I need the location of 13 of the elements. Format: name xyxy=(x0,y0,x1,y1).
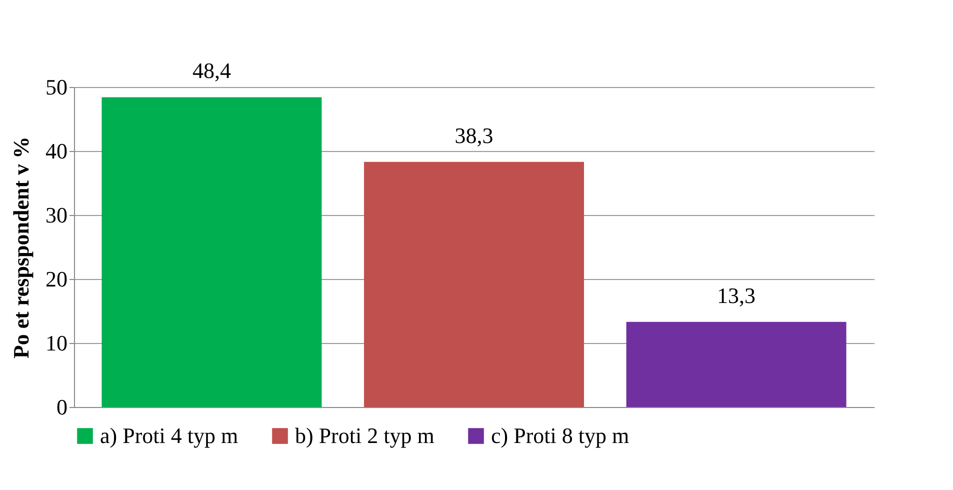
legend-label: b) Proti 2 typ m xyxy=(295,423,434,448)
data-label: 38,3 xyxy=(454,122,494,148)
data-label: 48,4 xyxy=(192,58,231,84)
y-tick-label: 50 xyxy=(46,74,68,100)
y-tick-label: 10 xyxy=(46,330,68,356)
y-tick-label: 20 xyxy=(46,266,68,292)
legend-label: c) Proti 8 typ m xyxy=(491,423,630,448)
y-tick-label: 0 xyxy=(56,394,68,420)
y-tick-label: 30 xyxy=(46,202,68,228)
legend-label: a) Proti 4 typ m xyxy=(100,423,238,448)
y-tick-label: 40 xyxy=(46,138,68,164)
y-axis-title: Po et respspondent v % xyxy=(8,136,34,359)
data-label: 13,3 xyxy=(717,282,756,308)
